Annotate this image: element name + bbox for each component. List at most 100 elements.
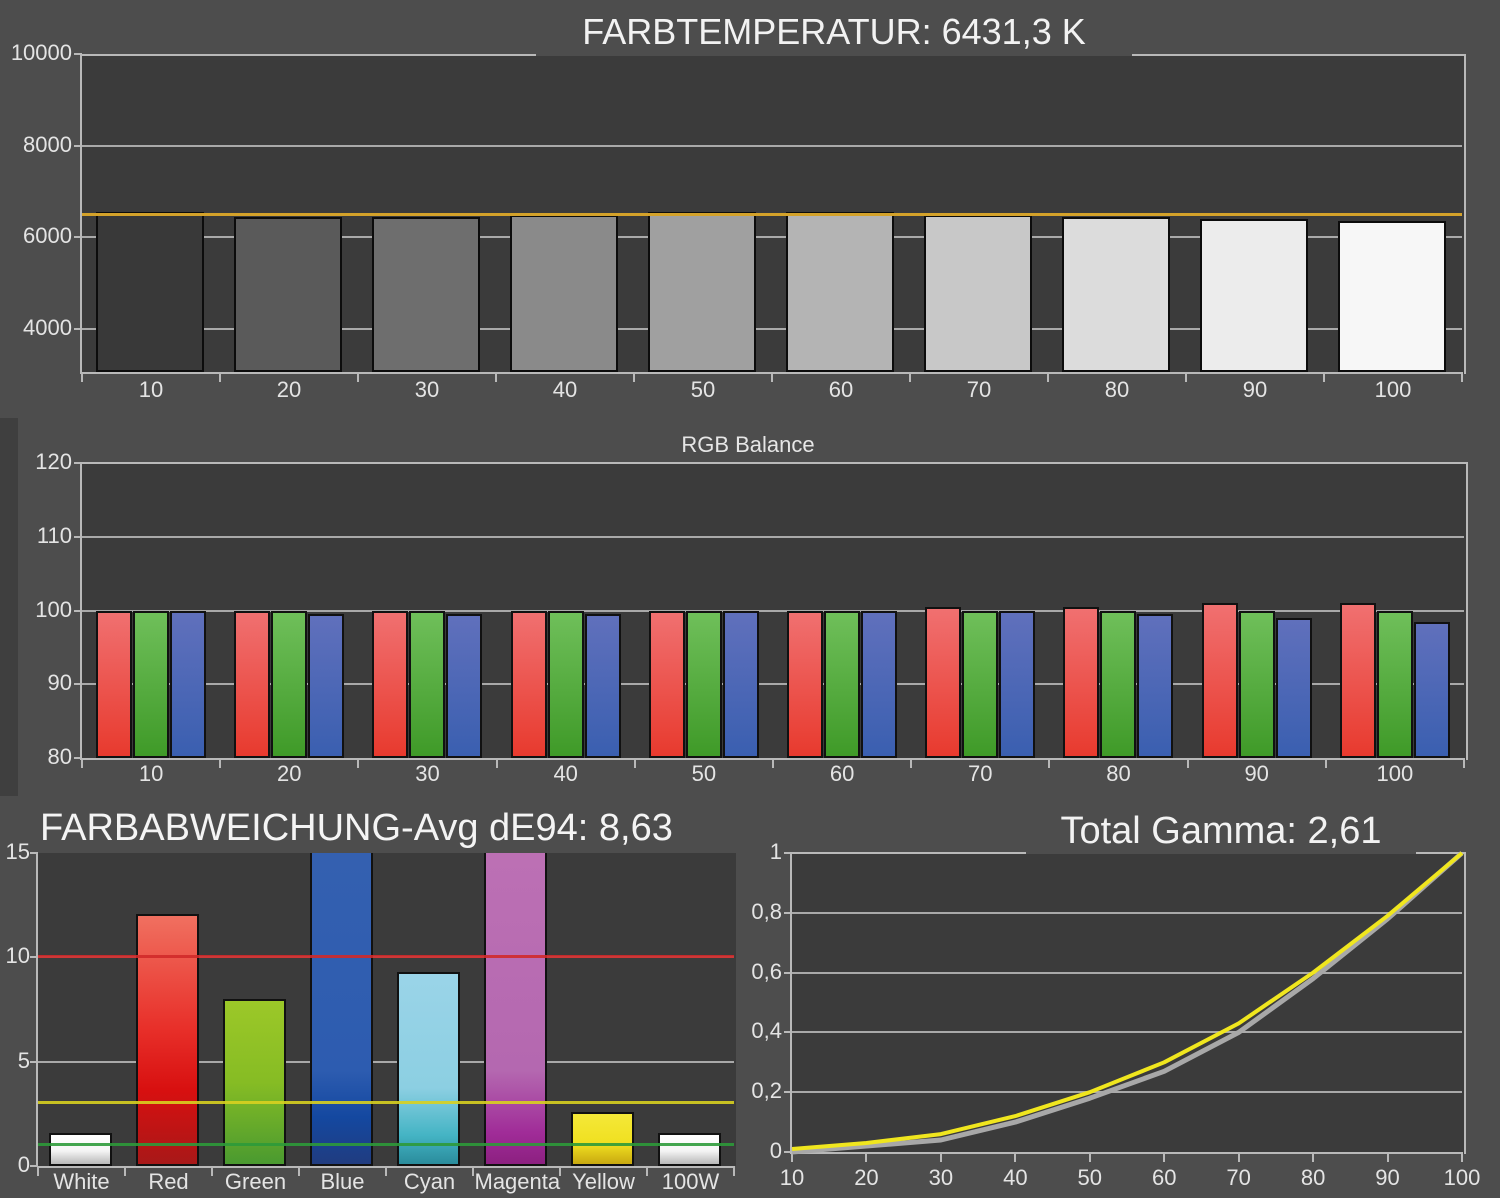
de-ytick-mark [30, 852, 38, 854]
ct-bar [372, 217, 480, 372]
de-ytick-label: 0 [17, 1152, 30, 1177]
de-xtick-mark [385, 1166, 387, 1176]
de-bar-magenta [484, 853, 547, 1166]
gamma-xtick-label: 30 [928, 1165, 954, 1190]
ct-reference-line [82, 213, 1462, 217]
ct-xtick-mark [1047, 372, 1049, 382]
rgb-xtick-label: 70 [968, 761, 993, 786]
rgb-bar-green [685, 610, 722, 758]
gamma-plot-area [790, 852, 1466, 1154]
de-bar-yellow [571, 1111, 634, 1166]
rgb-xtick-mark [910, 758, 913, 768]
ct-xtick-mark [1185, 372, 1187, 382]
ct-xtick-label: 50 [690, 377, 716, 402]
de-title: FARBABWEICHUNG-Avg dE94: 8,63 [40, 807, 673, 849]
rgb-xtick-label: 60 [829, 761, 855, 786]
de-ytick-label: 15 [5, 839, 30, 864]
rgb-bar-red [372, 610, 409, 758]
rgb-bar-red [648, 610, 685, 758]
gamma-xtick-mark [865, 1152, 868, 1162]
de-bar-100w [658, 1132, 721, 1166]
de-xtick-label: Yellow [572, 1169, 635, 1194]
gamma-ytick-label: 0,6 [751, 958, 782, 984]
rgb-xtick-mark [1048, 758, 1051, 768]
gamma-ytick-label: 1 [769, 839, 782, 864]
rgb-bar-green [1100, 610, 1137, 758]
rgb-xtick-label: 30 [415, 761, 440, 786]
ct-ytick-label: 10000 [10, 40, 72, 65]
gamma-ytick-label: 0 [769, 1138, 782, 1163]
gamma-ytick-label: 0,8 [751, 898, 782, 924]
ct-gridline [82, 236, 1462, 239]
ct-bar [1338, 221, 1446, 372]
de-gridline [38, 1060, 734, 1063]
de-xtick-label: 100W [661, 1169, 720, 1194]
de-xtick-label: Blue [320, 1169, 365, 1194]
rgb-xtick-mark [1186, 758, 1189, 768]
ct-xtick-label: 30 [414, 377, 440, 402]
gamma-xtick-mark [791, 1152, 793, 1162]
rgb-xtick-label: 90 [1244, 761, 1269, 786]
gamma-xtick-label: 50 [1077, 1165, 1102, 1190]
ct-xtick-label: 100 [1374, 377, 1412, 402]
de-bar-white [49, 1132, 112, 1166]
gamma-xtick-mark [1163, 1152, 1166, 1162]
de-xtick-mark [298, 1166, 300, 1176]
left-edge-strip [0, 418, 18, 796]
rgb-bar-red [1201, 603, 1238, 758]
rgb-xtick-mark [81, 758, 83, 768]
gamma-gridline [792, 1091, 1462, 1094]
gamma-ytick-mark [784, 1091, 792, 1094]
rgb-bar-red [925, 606, 962, 758]
ct-xtick-mark [909, 372, 911, 382]
ct-xtick-label: 40 [552, 377, 578, 402]
de-xtick-label: Red [148, 1169, 189, 1194]
de-threshold-line [38, 955, 734, 959]
gamma-xtick-mark [1237, 1152, 1240, 1162]
gamma-ytick-mark [784, 852, 792, 854]
gamma-xtick-label: 100 [1443, 1165, 1481, 1190]
ct-title: FARBTEMPERATUR: 6431,3 K [536, 8, 1132, 56]
ct-ytick-mark [74, 236, 82, 239]
de-xtick-mark [211, 1166, 213, 1176]
rgb-bar-red [787, 610, 823, 758]
rgb-bar-blue [446, 614, 483, 758]
gamma-x-axis [792, 1152, 1462, 1154]
gamma-gridline [792, 911, 1462, 914]
ct-xtick-mark [219, 372, 221, 382]
rgb-ytick-label: 90 [47, 670, 72, 696]
ct-bar [96, 211, 204, 372]
rgb-bar-green [962, 610, 999, 758]
de-xtick-label: Cyan [403, 1169, 456, 1194]
ct-ytick-label: 4000 [23, 314, 72, 340]
ct-bar [1062, 217, 1170, 372]
rgb-xtick-mark [1463, 758, 1465, 768]
ct-ytick-mark [74, 327, 82, 330]
gamma-xtick-label: 10 [779, 1165, 805, 1190]
rgb-bar-blue [1413, 621, 1450, 758]
ct-xtick-mark [357, 372, 359, 382]
ct-bar [234, 217, 342, 372]
de-xtick-mark [472, 1166, 474, 1176]
ct-gridline [82, 144, 1462, 147]
ct-xtick-label: 60 [828, 377, 854, 402]
rgb-bar-red [234, 610, 271, 758]
rgb-ytick-label: 80 [47, 744, 72, 769]
rgb-xtick-label: 100 [1376, 761, 1414, 786]
ct-ytick-mark [74, 144, 82, 147]
rgb-xtick-label: 50 [691, 761, 717, 786]
rgb-ytick-label: 100 [35, 596, 72, 622]
rgb-bar-blue [170, 610, 206, 758]
de-ytick-mark [30, 956, 38, 959]
rgb-bar-green [409, 610, 446, 758]
gamma-xtick-label: 70 [1226, 1165, 1251, 1190]
ct-xtick-label: 20 [276, 377, 302, 402]
rgb-ytick-mark [74, 462, 82, 464]
rgb-bar-red [510, 610, 547, 758]
gamma-xtick-label: 90 [1375, 1165, 1400, 1190]
gamma-title: Total Gamma: 2,61 [1026, 806, 1416, 854]
rgb-xtick-label: 40 [553, 761, 578, 786]
ct-xtick-mark [633, 372, 635, 382]
rgb-gridline [82, 683, 1464, 686]
rgb-ytick-mark [74, 683, 82, 686]
